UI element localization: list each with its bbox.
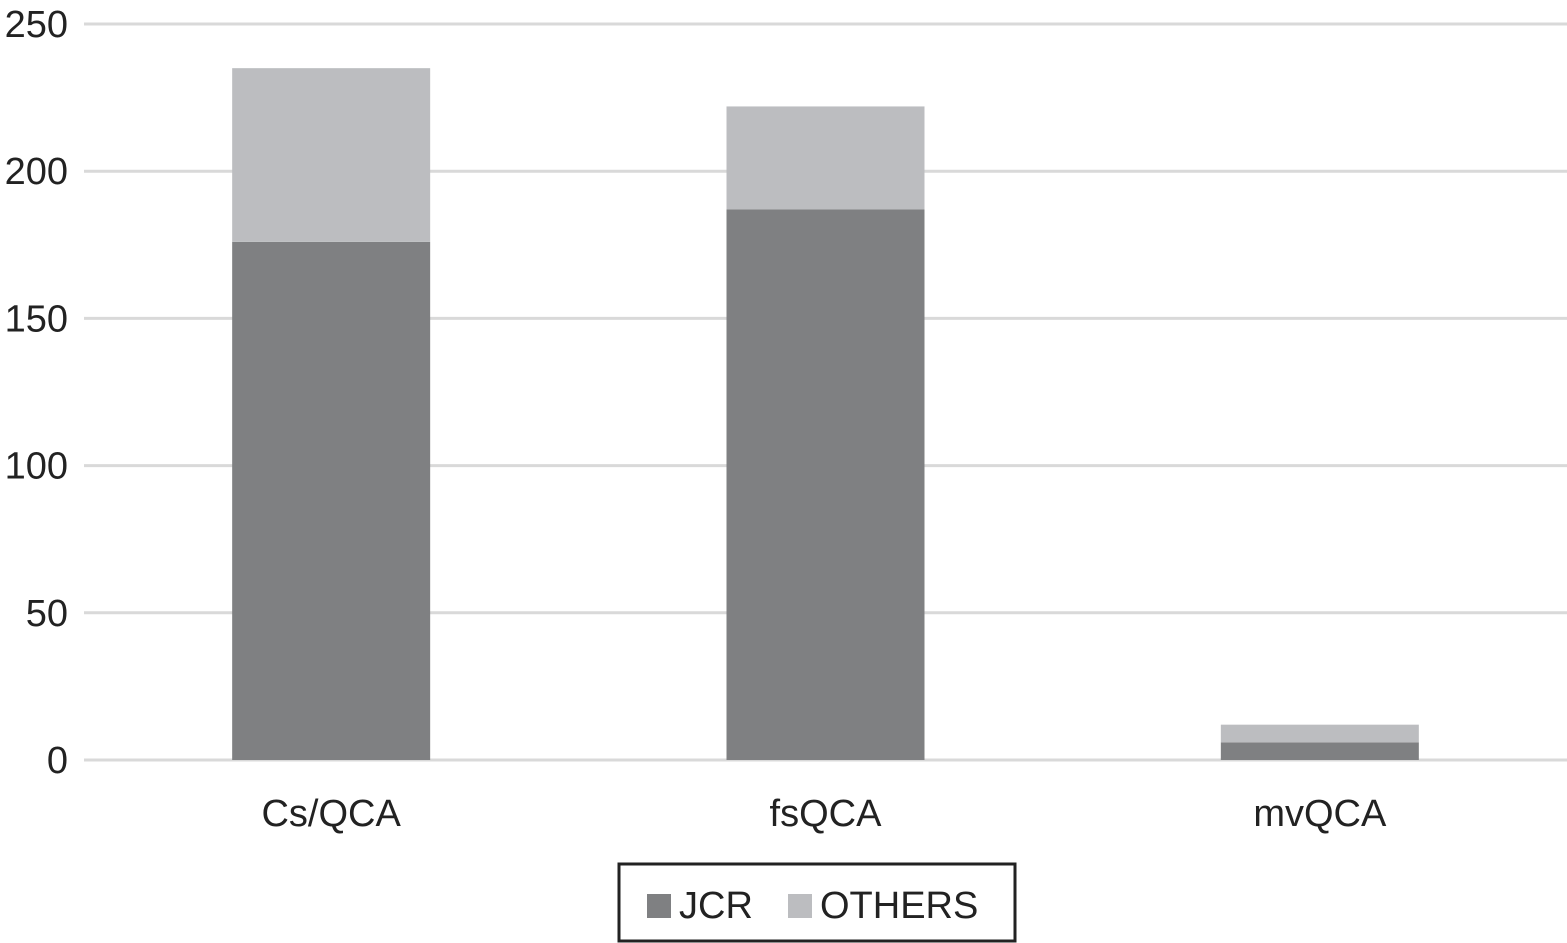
bar-others-mvqca: [1220, 724, 1419, 743]
y-tick-label-250: 250: [5, 4, 68, 46]
y-tick-label-100: 100: [5, 446, 68, 488]
y-tick-label-200: 200: [5, 151, 68, 193]
y-tick-label-0: 0: [47, 740, 68, 782]
bars: [232, 68, 1419, 761]
bar-jcr-mvqca: [1220, 742, 1419, 760]
x-category-label-mvqca: mvQCA: [1253, 793, 1387, 835]
x-axis-category-labels: Cs/QCA fsQCA mvQCA: [261, 793, 1387, 835]
bar-others-fsqca: [726, 106, 925, 210]
legend-label-others: OTHERS: [820, 885, 978, 927]
bar-others-cs-qca: [232, 68, 431, 242]
legend: JCR OTHERS: [617, 862, 1017, 943]
bar-jcr-fsqca: [726, 209, 925, 761]
legend-swatch-others: [788, 894, 812, 918]
y-tick-label-150: 150: [5, 298, 68, 340]
y-tick-label-50: 50: [26, 593, 68, 635]
y-axis-tick-labels: 0 50 100 150 200 250: [5, 4, 68, 782]
legend-swatch-jcr: [647, 894, 671, 918]
x-category-label-fsqca: fsQCA: [770, 793, 883, 835]
legend-label-jcr: JCR: [679, 885, 753, 927]
legend-box: [617, 862, 1017, 943]
x-category-label-cs-qca: Cs/QCA: [261, 793, 401, 835]
bar-jcr-cs-qca: [232, 241, 431, 760]
